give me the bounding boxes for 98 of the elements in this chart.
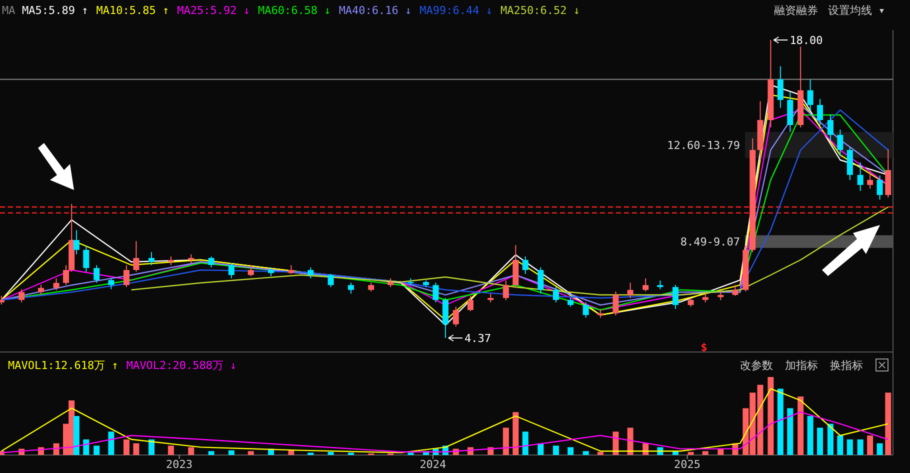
candlestick xyxy=(612,290,619,316)
bar xyxy=(538,443,544,455)
bar xyxy=(768,377,774,455)
candlestick xyxy=(452,306,459,327)
annotation: 4.37 xyxy=(464,332,491,345)
text: MA xyxy=(2,4,16,17)
candlestick xyxy=(582,302,589,318)
candlestick xyxy=(502,280,509,301)
bar xyxy=(777,388,784,455)
bar xyxy=(248,451,254,455)
bar xyxy=(108,432,114,455)
bar xyxy=(228,450,234,455)
bar xyxy=(552,446,559,455)
candlestick xyxy=(642,278,649,292)
bar xyxy=(846,439,853,455)
candlestick xyxy=(348,282,354,294)
candlestick xyxy=(627,282,634,298)
bar xyxy=(817,428,824,455)
text: MAVOL1:12.618万 ↑ xyxy=(8,359,118,372)
bar xyxy=(568,447,574,455)
text: 加指标 xyxy=(785,359,818,372)
candlestick xyxy=(83,245,90,272)
band-label: 8.49-9.07 xyxy=(680,236,740,249)
bar xyxy=(522,432,528,455)
bar xyxy=(73,416,80,455)
candlestick xyxy=(538,266,544,294)
text: 换指标 xyxy=(830,359,863,372)
bar xyxy=(827,424,834,455)
candlestick xyxy=(38,284,44,296)
text: 改参数 xyxy=(740,359,773,372)
text: $ xyxy=(700,341,708,354)
bar xyxy=(857,439,864,455)
candlestick xyxy=(108,278,114,290)
bar xyxy=(188,447,194,455)
candlestick xyxy=(432,282,439,303)
candlestick xyxy=(837,129,844,156)
bar xyxy=(688,452,694,455)
candlestick xyxy=(732,284,738,296)
bar xyxy=(885,392,892,455)
bar xyxy=(867,436,874,455)
text: MA250:6.52 ↓ xyxy=(500,4,580,17)
bar xyxy=(83,439,90,455)
x-tick-label: 2024 xyxy=(420,458,447,471)
candlestick xyxy=(328,273,334,288)
bar xyxy=(597,452,604,455)
bar xyxy=(328,452,334,455)
candlestick xyxy=(876,175,883,200)
bar xyxy=(148,439,154,455)
bar xyxy=(787,408,794,455)
candlestick xyxy=(53,278,60,291)
candlestick xyxy=(73,230,80,255)
bar xyxy=(133,443,140,455)
bar xyxy=(208,451,214,455)
text: MA99:6.44 ↓ xyxy=(420,4,493,17)
candlestick xyxy=(857,162,864,192)
band-label: 12.60-13.79 xyxy=(667,139,740,152)
text: MA60:6.58 ↓ xyxy=(258,4,331,17)
candlestick xyxy=(777,66,784,108)
bar xyxy=(757,384,764,455)
candlestick xyxy=(148,252,154,266)
x-tick-label: 2025 xyxy=(674,458,701,471)
candlestick xyxy=(807,78,814,110)
candlestick xyxy=(672,284,678,310)
bar xyxy=(627,428,634,455)
candlestick xyxy=(308,266,314,279)
candlestick xyxy=(817,98,824,126)
candlestick xyxy=(827,114,834,142)
text: 设置均线 ▾ xyxy=(828,4,885,17)
text: MA40:6.16 ↓ xyxy=(338,4,412,17)
bar xyxy=(807,416,814,455)
bar xyxy=(582,451,589,455)
candlestick xyxy=(133,240,140,272)
bar xyxy=(502,428,509,455)
text: 融资融券 xyxy=(774,4,818,17)
bar xyxy=(512,412,519,455)
x-tick-label: 2023 xyxy=(166,458,193,471)
text: MAVOL2:20.588万 ↓ xyxy=(126,359,237,372)
bar xyxy=(702,451,708,455)
bar xyxy=(837,436,844,455)
text: MA25:5.92 ↓ xyxy=(177,4,250,17)
candlestick xyxy=(522,256,528,274)
bar xyxy=(798,396,804,455)
candlestick xyxy=(867,170,874,190)
candlestick xyxy=(467,295,474,312)
candlestick xyxy=(552,286,559,303)
candlestick xyxy=(228,262,234,279)
candlestick xyxy=(18,288,25,303)
annotation: 18.00 xyxy=(790,34,823,47)
bar xyxy=(123,439,130,455)
candlestick xyxy=(123,264,130,288)
candlestick xyxy=(248,264,254,277)
candlestick xyxy=(94,264,100,284)
bar xyxy=(168,446,174,455)
text: MA10:5.85 ↑ xyxy=(96,4,170,17)
bar xyxy=(876,443,883,455)
candlestick xyxy=(208,256,214,268)
bar xyxy=(94,446,100,455)
text: MA5:5.89 ↑ xyxy=(22,4,88,17)
